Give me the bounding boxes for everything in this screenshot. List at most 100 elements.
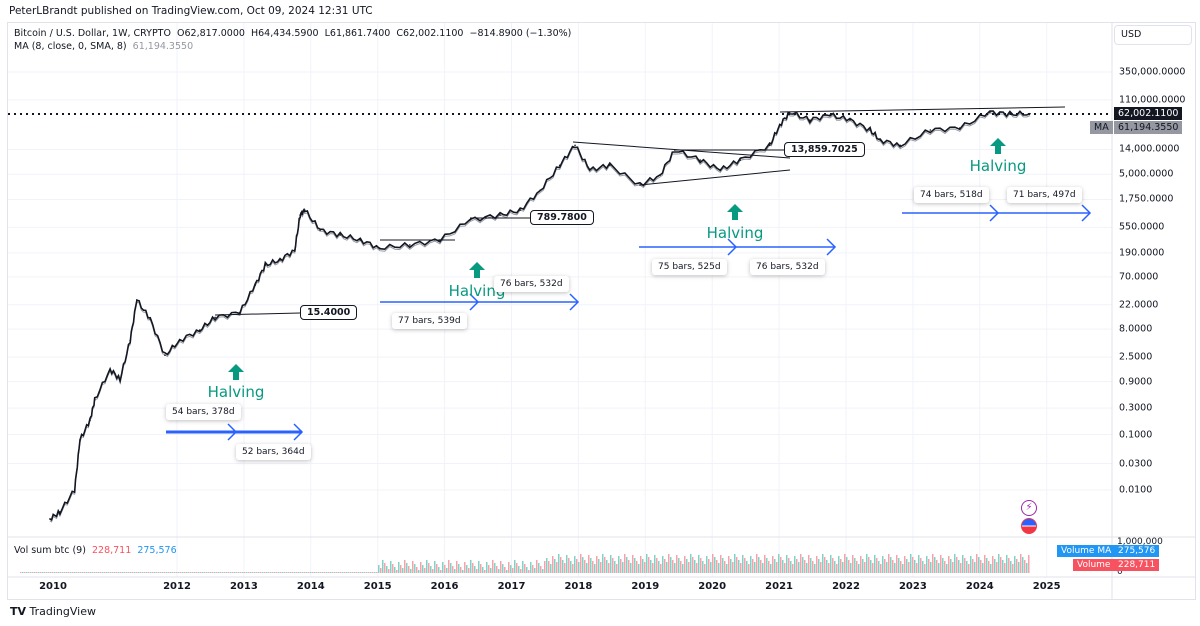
ma-legend[interactable]: MA (8, close, 0, SMA, 8) 61,194.3550 <box>14 41 193 52</box>
lightning-event-icon[interactable]: ⚡ <box>1021 500 1037 516</box>
callout-15[interactable]: 15.4000 <box>300 305 358 320</box>
volume-bar <box>314 572 316 573</box>
volume-bar <box>302 572 304 573</box>
volume-bar <box>652 563 654 573</box>
volume-bar <box>164 572 166 573</box>
y-tick-label: 190.0000 <box>1119 247 1165 259</box>
volume-bar <box>138 572 140 573</box>
price-point <box>699 159 701 161</box>
ma-tag-label: MA <box>1090 121 1113 134</box>
volume-bar <box>832 558 834 573</box>
volume-bar <box>692 557 694 573</box>
volume-bar <box>114 572 116 573</box>
measure-label[interactable]: 77 bars, 539d <box>392 313 467 329</box>
halving-arrow-icon <box>727 204 743 220</box>
volume-bar <box>904 556 906 573</box>
price-point <box>299 214 301 216</box>
currency-selector[interactable]: USD <box>1114 25 1192 45</box>
volume-bar <box>244 572 246 573</box>
volume-bar <box>932 554 934 573</box>
price-point <box>469 219 471 221</box>
x-tick-label: 2012 <box>163 581 191 592</box>
volume-bar <box>54 572 56 573</box>
volume-bar <box>942 558 944 573</box>
callout-13859[interactable]: 13,859.7025 <box>784 142 865 157</box>
us-economic-event-icon[interactable] <box>1021 518 1037 534</box>
volume-bar <box>654 555 656 573</box>
measure-label[interactable]: 52 bars, 364d <box>236 444 311 460</box>
symbol-name[interactable]: Bitcoin / U.S. Dollar, 1W, CRYPTO <box>14 28 171 39</box>
volume-bar <box>486 562 488 573</box>
volume-bar <box>338 572 340 573</box>
volume-bar <box>468 568 470 573</box>
volume-bar <box>32 572 34 573</box>
volume-bar <box>966 561 968 573</box>
volume-bar <box>776 562 778 573</box>
volume-bar <box>720 555 722 573</box>
price-point <box>136 299 138 301</box>
volume-bar <box>826 560 828 573</box>
volume-bar <box>270 572 272 573</box>
volume-bar <box>908 562 910 573</box>
volume-bar <box>560 557 562 573</box>
volume-bar <box>412 561 414 573</box>
volume-bar <box>886 562 888 573</box>
volume-bar <box>134 572 136 573</box>
halving-label-2016: Halving <box>448 282 506 300</box>
volume-bar <box>350 572 352 573</box>
volume-bar <box>246 572 248 573</box>
volume-bar <box>290 572 292 573</box>
volume-legend[interactable]: Vol sum btc (9) 228,711 275,576 <box>14 545 177 556</box>
measure-label[interactable]: 54 bars, 378d <box>166 404 241 420</box>
volume-bar <box>688 562 690 573</box>
volume-bar <box>478 561 480 573</box>
volume-bar <box>444 565 446 573</box>
measure-label[interactable]: 76 bars, 532d <box>494 276 569 292</box>
volume-bar <box>818 559 820 573</box>
volume-bar <box>48 572 50 573</box>
volume-bar <box>104 572 106 573</box>
volume-bar <box>442 562 444 573</box>
volume-bar <box>46 572 48 573</box>
volume-bar <box>64 572 66 573</box>
volume-bar <box>66 572 68 573</box>
volume-bar <box>816 556 818 573</box>
ohlc-change: −814.8900 (−1.30%) <box>469 28 572 39</box>
measure-label[interactable]: 75 bars, 525d <box>652 259 727 275</box>
volume-bar <box>804 560 806 573</box>
volume-bar <box>108 572 110 573</box>
halving-label-2024: Halving <box>969 157 1027 175</box>
volume-bar <box>368 572 370 573</box>
volume-bar <box>384 563 386 573</box>
volume-bar <box>328 572 330 573</box>
volume-bar <box>558 554 560 573</box>
volume-bar <box>642 559 644 573</box>
volume-bar <box>846 557 848 573</box>
volume-bar <box>354 572 356 573</box>
volume-bar <box>408 566 410 573</box>
x-tick-label: 2025 <box>1032 581 1061 592</box>
volume-bar <box>770 564 772 573</box>
volume-bar <box>124 572 126 573</box>
measure-label[interactable]: 71 bars, 497d <box>1007 187 1082 203</box>
volume-bar <box>82 572 84 573</box>
volume-bar <box>682 564 684 573</box>
volume-bar <box>110 572 112 573</box>
volume-bar <box>224 572 226 573</box>
callout-789[interactable]: 789.7800 <box>530 210 594 225</box>
volume-bar <box>640 556 642 573</box>
volume-bar <box>180 572 182 573</box>
ma-price-tag: 61,194.3550 <box>1114 121 1183 134</box>
tradingview-logo[interactable]: 𝗧𝗩 TradingView <box>10 605 96 618</box>
volume-bar <box>930 562 932 573</box>
volume-bar <box>300 572 302 573</box>
volume-bar <box>984 555 986 573</box>
volume-bar <box>212 572 214 573</box>
volume-bar <box>552 556 554 573</box>
volume-bar <box>616 564 618 573</box>
volume-bar <box>206 572 208 573</box>
measure-label[interactable]: 76 bars, 532d <box>750 259 825 275</box>
measure-label[interactable]: 74 bars, 518d <box>914 187 989 203</box>
volume-bar <box>840 559 842 573</box>
